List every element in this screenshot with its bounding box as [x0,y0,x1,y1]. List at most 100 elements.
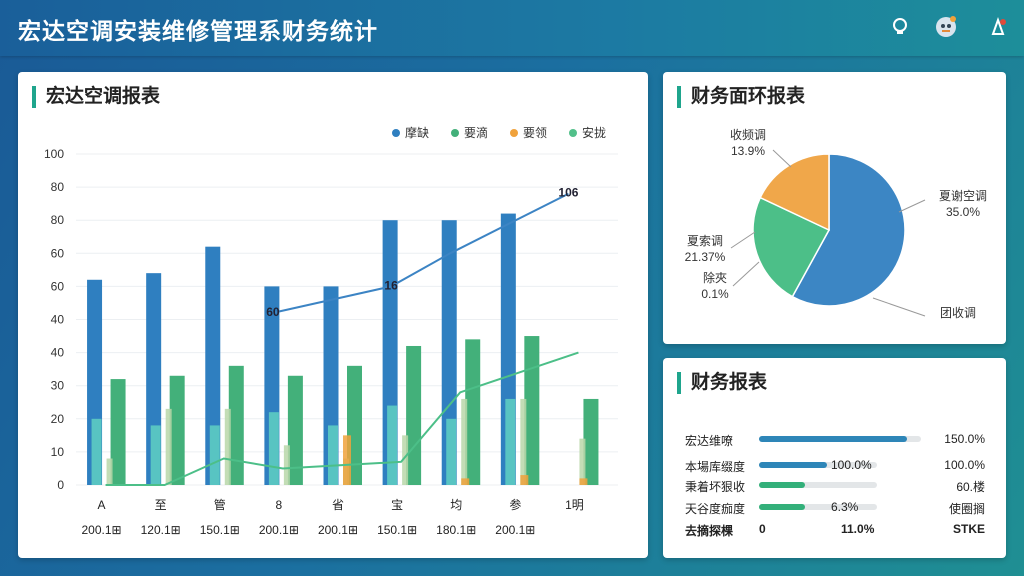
y-tick-label: 40 [51,313,65,327]
bar [150,425,161,485]
finance-row-label: 宏达维嘹 [685,434,734,448]
y-tick-label: 60 [51,246,65,260]
finance-panel: 财务报表 宏达维嘹 150.0% 本場库缀度 100.0% 100.0% 秉着坏狠收 60.… [663,358,1006,558]
bar [583,398,599,485]
bar [524,336,540,485]
pie-label-name: 除夾 [703,270,727,285]
bar [287,375,303,485]
finance-row-value: STKE [952,522,985,536]
x-sub-label: 200.1⊞ [82,523,122,537]
bar [461,478,470,485]
pie-label-name: 收频调 [730,128,766,142]
bar [106,458,113,485]
bar [465,339,481,485]
pie-label-value: 0.1% [701,287,729,301]
bar [169,375,185,485]
bar [328,425,338,485]
x-sub-label: 150.1⊞ [200,523,240,537]
bar [387,405,398,485]
legend-marker [510,129,518,137]
y-tick-label: 20 [51,412,65,426]
x-tick-label: A [98,498,106,512]
x-tick-label: 1明 [565,498,584,512]
pie-label-value: 21.37% [685,250,726,264]
y-tick-label: 80 [51,180,65,194]
finance-row-value: 使圈搁 [948,502,985,516]
pie-panel-title: 财务面环报表 [677,86,805,108]
pie-label-name: 团收调 [940,306,976,320]
finance-progress-fill [759,504,805,510]
bar [209,425,220,485]
finance-progress-fill [759,436,907,442]
bar [165,408,172,485]
pie-leader-line [872,297,926,317]
main-chart: 摩缺 要滴 要领 安拢 0 10 20 30 40 40 60 60 80 80 100 60 16 106 A 20… [44,125,618,537]
pie-label-name: 夏谢空调 [939,188,987,203]
pie-leader-line [898,199,926,213]
bar [343,435,351,485]
y-tick-label: 40 [51,346,65,360]
bar [224,408,231,485]
finance-row-value: 100.0% [944,458,985,472]
bar [283,445,290,485]
legend-marker [392,129,400,137]
robot-avatar-icon[interactable] [932,13,960,41]
line-data-label: 16 [384,278,398,292]
legend-label: 要领 [523,126,547,140]
finance-progress-track [759,462,877,468]
legend-label: 摩缺 [405,125,429,140]
finance-row-label: 去摘探棵 [685,524,734,538]
finance-row-mid-value: 11.0% [841,522,875,536]
x-sub-label: 200.1⊞ [318,523,358,537]
finance-row-label: 天谷度痂度 [685,502,746,516]
finance-row: 去摘探棵 0 11.0% STKE [685,520,985,538]
bar [520,398,527,485]
pie-label-name: 夏索调 [687,234,723,248]
pie-label-value: 35.0% [946,205,980,219]
x-sub-label: 200.1⊞ [495,523,535,537]
x-tick-label: 至 [155,498,167,512]
bar [205,246,221,485]
pie-chart: 收频调 13.9% 夏谢空调 35.0% 夏索调 21.37% 除夾 0.1% 团收调 [685,128,987,320]
pin-icon[interactable] [984,13,1012,41]
finance-row-label: 秉着坏狠收 [685,480,746,494]
lightbulb-icon[interactable] [886,13,914,41]
bar [579,438,586,485]
main-chart-panel: 宏达空调报表 摩缺 要滴 要领 安拢 0 10 20 30 40 40 60 60 80 80 100 60 1… [18,72,648,558]
legend-label: 安拢 [582,125,606,140]
bar [520,475,529,485]
pie-leader-line [772,149,792,168]
bar [505,398,516,485]
finance-row: 天谷度痂度 6.3% 使圈搁 [685,498,985,516]
pie-slice [759,153,830,232]
x-tick-label: 管 [214,497,226,512]
x-sub-label: 200.1⊞ [259,523,299,537]
pie-label-value: 13.9% [731,144,765,158]
pie-slice [752,196,831,298]
y-tick-label: 0 [57,478,64,492]
finance-panel-title: 财务报表 [677,372,767,394]
finance-progress-track [759,436,921,442]
y-tick-label: 60 [51,279,65,293]
legend-label: 要滴 [464,125,488,140]
x-sub-label: 180.1⊞ [436,523,476,537]
x-tick-label: 宝 [391,498,403,512]
x-tick-label: 均 [450,498,462,512]
finance-row: 宏达维嘹 150.0% [685,430,985,448]
pie-leader-line [732,261,760,287]
x-tick-label: 参 [509,497,521,512]
finance-row-mid-value: 100.0% [831,458,872,472]
line-series [272,192,569,314]
finance-row-value: 60.楼 [956,480,985,494]
x-sub-label: 150.1⊞ [377,523,417,537]
y-tick-label: 10 [51,445,65,459]
finance-row: 秉着坏狠收 60.楼 [685,476,985,494]
finance-row: 本場库缀度 100.0% 100.0% [685,456,985,474]
finance-progress-track [759,504,877,510]
line-data-label: 106 [558,186,578,200]
bar [579,478,588,485]
chart-legend: 摩缺 要滴 要领 安拢 [392,125,606,140]
y-tick-label: 30 [51,379,65,393]
finance-progress-fill [759,482,805,488]
finance-progress-fill [759,462,827,468]
